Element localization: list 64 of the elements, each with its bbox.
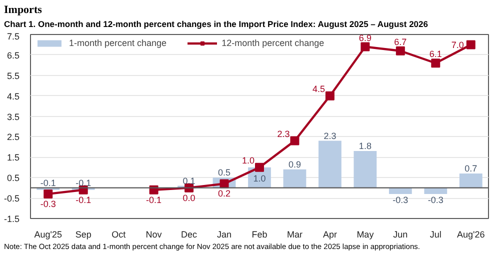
point — [360, 42, 370, 52]
x-tick-label: Aug'25 — [34, 230, 62, 240]
point — [396, 46, 405, 56]
legend-label: 12-month percent change — [222, 38, 324, 48]
y-tick-label: 4.5 — [6, 91, 20, 102]
data-label: 0.5 — [218, 168, 231, 178]
data-label: 1.0 — [253, 173, 266, 184]
data-label: 1.8 — [358, 141, 372, 152]
point — [431, 58, 440, 68]
y-tick-label: -1.5 — [4, 214, 20, 224]
y-tick-label: 2.5 — [6, 132, 20, 142]
x-tick-label: Sep — [75, 230, 92, 240]
bar — [459, 174, 482, 188]
y-tick-label: 7.5 — [6, 32, 20, 42]
y-tick-label: 1.5 — [6, 152, 20, 163]
point — [290, 136, 300, 146]
x-tick-label: Apr — [322, 230, 337, 240]
data-label: 0.1 — [182, 176, 196, 186]
data-label: 7.0 — [451, 40, 464, 50]
bar — [424, 188, 448, 194]
x-tick-label: Jul — [430, 230, 442, 240]
y-tick-label: -0.5 — [4, 194, 20, 204]
bar — [388, 188, 412, 194]
data-label: 6.7 — [394, 36, 407, 47]
y-tick-label: 6.5 — [6, 50, 20, 60]
data-label: -0.1 — [76, 178, 92, 188]
data-label: -0.1 — [76, 194, 92, 205]
data-label: 4.5 — [312, 84, 325, 94]
bar — [283, 169, 306, 188]
point — [466, 40, 476, 50]
y-tick-label: 5.5 — [6, 70, 20, 81]
data-label: 0.0 — [182, 192, 196, 203]
x-tick-label: Mar — [286, 230, 302, 240]
data-label: 0.7 — [464, 164, 478, 174]
x-tick-label: Feb — [252, 230, 268, 240]
data-label: 0.9 — [288, 159, 301, 170]
data-label: -0.3 — [392, 194, 408, 205]
x-tick-label: Dec — [181, 230, 198, 240]
bar — [318, 140, 342, 188]
data-label: 0.2 — [218, 188, 231, 199]
data-label: 2.3 — [277, 128, 290, 139]
data-label: 6.1 — [429, 49, 442, 60]
y-tick-label: 3.5 — [6, 112, 20, 122]
chart-title: Imports — [4, 3, 42, 18]
data-label: -0.3 — [428, 194, 444, 205]
bar — [354, 151, 377, 188]
legend-label: 1-month percent change — [69, 38, 167, 48]
point — [255, 162, 264, 172]
y-tick-label: 0.5 — [6, 173, 20, 184]
data-label: 6.9 — [358, 32, 372, 43]
x-tick-label: Jun — [393, 230, 408, 240]
chart-subtitle: Chart 1. One-month and 12-month percent changes in the Import Price Index: August 2025 – August 2026 — [4, 18, 428, 30]
data-label: -0.1 — [146, 194, 162, 205]
point — [44, 189, 53, 198]
x-tick-label: Aug'26 — [457, 230, 485, 240]
data-label: 2.3 — [324, 130, 336, 141]
x-tick-label: Nov — [146, 230, 162, 240]
point — [325, 91, 334, 100]
data-label: 1.0 — [242, 155, 255, 166]
data-label: -0.1 — [40, 178, 56, 188]
x-tick-label: Oct — [112, 230, 126, 240]
x-tick-label: May — [356, 230, 374, 240]
x-tick-label: Jan — [217, 230, 232, 240]
data-label: -0.3 — [40, 198, 56, 209]
